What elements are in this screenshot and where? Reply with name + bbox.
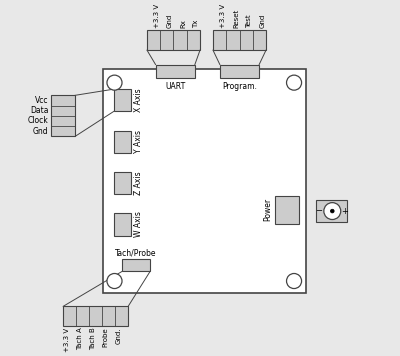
Circle shape [324,203,341,220]
Bar [63,306,128,326]
Circle shape [330,209,334,213]
Text: +3.3 V: +3.3 V [64,328,70,352]
Text: Gnd: Gnd [259,14,265,28]
Text: Reset: Reset [233,9,239,28]
Bar [114,89,131,111]
Text: +3.3 V: +3.3 V [154,4,160,28]
Bar [213,30,266,50]
Text: Power: Power [264,198,272,221]
Text: Clock: Clock [28,116,48,125]
Bar [102,69,306,293]
Text: Gnd: Gnd [33,127,48,136]
Bar [275,195,298,224]
Bar [114,131,131,153]
Text: W Axis: W Axis [134,211,143,237]
Text: UART: UART [165,82,185,91]
Text: Rx: Rx [180,19,186,28]
Text: Data: Data [30,106,48,115]
Circle shape [286,273,302,289]
Text: Probe: Probe [103,328,109,347]
Bar [316,200,347,222]
Bar [147,30,200,50]
Bar [220,64,259,78]
Circle shape [286,75,302,90]
Bar [51,95,75,136]
Text: Gnd: Gnd [167,14,173,28]
Text: Tach B: Tach B [90,328,96,350]
Text: Vcc: Vcc [35,96,48,105]
Bar [114,213,131,236]
Bar [156,64,195,78]
Text: Tach A: Tach A [77,328,83,350]
Text: −: − [316,206,322,216]
Bar [114,172,131,194]
Text: Y Axis: Y Axis [134,130,143,153]
Text: +: + [342,206,348,216]
Text: Tx: Tx [193,20,199,28]
Text: Program.: Program. [222,82,257,91]
Circle shape [107,273,122,289]
Text: Tach/Probe: Tach/Probe [115,248,157,257]
Text: Z Axis: Z Axis [134,171,143,195]
Text: Gnd.: Gnd. [116,328,122,344]
Text: +3.3 V: +3.3 V [220,4,226,28]
Circle shape [107,75,122,90]
Bar [122,260,150,271]
Text: X Axis: X Axis [134,88,143,112]
Text: Test: Test [246,15,252,28]
